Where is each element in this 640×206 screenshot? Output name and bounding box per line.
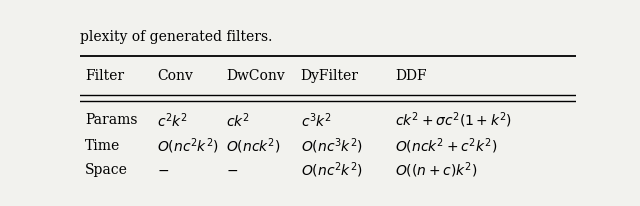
Text: Params: Params — [85, 113, 138, 127]
Text: $O(nck^2 + c^2k^2)$: $O(nck^2 + c^2k^2)$ — [395, 136, 497, 155]
Text: $ck^2$: $ck^2$ — [227, 111, 250, 129]
Text: $-$: $-$ — [227, 162, 239, 176]
Text: $c^2k^2$: $c^2k^2$ — [157, 111, 188, 129]
Text: $O(nck^2)$: $O(nck^2)$ — [227, 136, 281, 155]
Text: plexity of generated filters.: plexity of generated filters. — [80, 29, 273, 43]
Text: $-$: $-$ — [157, 162, 169, 176]
Text: $ck^2 + \sigma c^2(1 + k^2)$: $ck^2 + \sigma c^2(1 + k^2)$ — [395, 110, 512, 130]
Text: $O(nc^3k^2)$: $O(nc^3k^2)$ — [301, 136, 363, 155]
Text: Space: Space — [85, 162, 128, 176]
Text: DwConv: DwConv — [227, 69, 285, 82]
Text: Conv: Conv — [157, 69, 193, 82]
Text: DDF: DDF — [395, 69, 427, 82]
Text: Time: Time — [85, 138, 120, 152]
Text: $O(nc^2k^2)$: $O(nc^2k^2)$ — [157, 136, 219, 155]
Text: $c^3k^2$: $c^3k^2$ — [301, 111, 332, 129]
Text: $O(nc^2k^2)$: $O(nc^2k^2)$ — [301, 159, 363, 179]
Text: DyFilter: DyFilter — [301, 69, 359, 82]
Text: $O((n+c)k^2)$: $O((n+c)k^2)$ — [395, 159, 477, 179]
Text: Filter: Filter — [85, 69, 124, 82]
